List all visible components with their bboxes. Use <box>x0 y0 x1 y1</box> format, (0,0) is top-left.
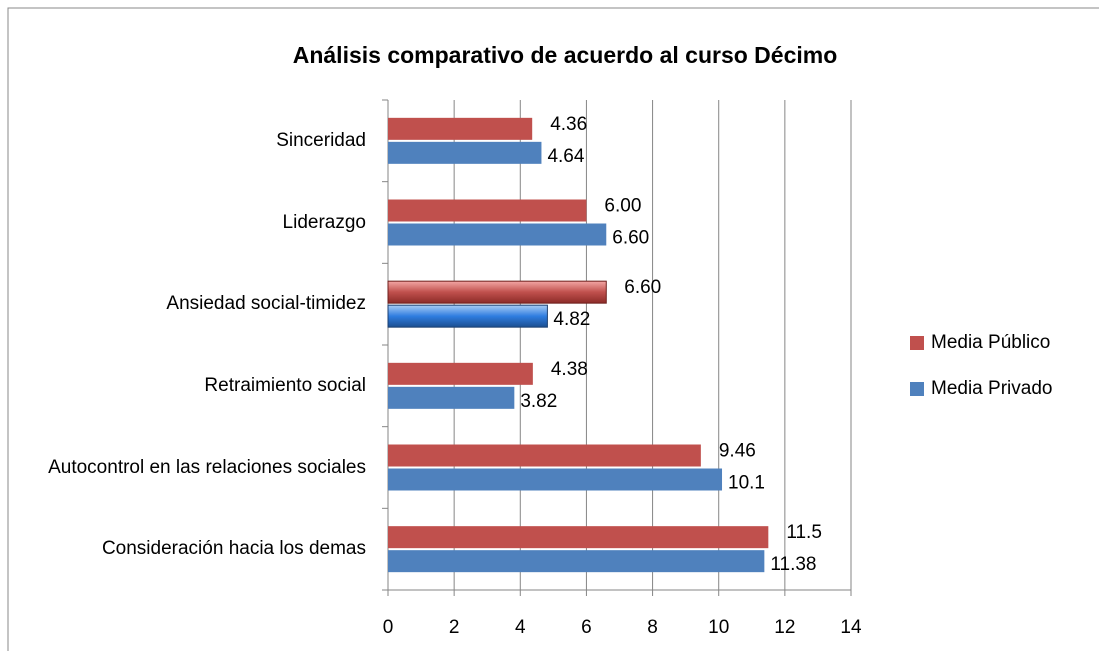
bar <box>388 141 542 164</box>
bar <box>388 117 533 140</box>
legend-label: Media Público <box>931 332 1050 353</box>
legend-swatch <box>910 382 924 396</box>
data-label: 11.5 <box>786 522 822 543</box>
x-tick-label: 8 <box>647 617 658 638</box>
data-label: 6.00 <box>604 196 641 217</box>
x-tick-label: 10 <box>708 617 729 638</box>
bar <box>388 468 723 491</box>
y-tick-label: Consideración hacia los demas <box>101 538 366 560</box>
bar <box>388 223 607 246</box>
bar <box>388 526 769 549</box>
data-label: 4.36 <box>550 114 587 135</box>
data-label: 11.38 <box>770 554 816 575</box>
bar <box>387 280 607 304</box>
data-label: 6.60 <box>624 277 661 298</box>
x-tick-label: 0 <box>383 617 394 638</box>
data-label: 9.46 <box>719 441 756 462</box>
data-label: 4.64 <box>547 146 584 167</box>
data-label: 4.82 <box>553 309 590 330</box>
legend-swatch <box>910 336 924 350</box>
data-label: 3.82 <box>520 391 557 412</box>
y-tick-label: Autocontrol en las relaciones sociales <box>48 456 366 478</box>
data-label: 10.1 <box>728 473 765 494</box>
legend-label: Media Privado <box>931 378 1052 399</box>
y-tick-label: Sinceridad <box>276 129 366 151</box>
bar <box>387 304 548 328</box>
x-tick-label: 6 <box>581 617 592 638</box>
y-tick-label: Ansiedad social-timidez <box>166 293 366 315</box>
bar <box>388 386 515 409</box>
x-tick-label: 14 <box>840 617 862 638</box>
chart-title: Análisis comparativo de acuerdo al curso… <box>293 42 838 68</box>
bar <box>388 362 533 385</box>
bar <box>388 444 701 467</box>
bar <box>388 550 765 573</box>
data-label: 6.60 <box>612 228 649 249</box>
y-tick-label: Retraimiento social <box>204 374 366 396</box>
x-tick-label: 12 <box>774 617 795 638</box>
data-label: 4.38 <box>551 359 588 380</box>
x-tick-label: 2 <box>449 617 460 638</box>
y-tick-label: Liderazgo <box>282 211 366 233</box>
bar <box>388 199 587 222</box>
x-tick-label: 4 <box>515 617 526 638</box>
